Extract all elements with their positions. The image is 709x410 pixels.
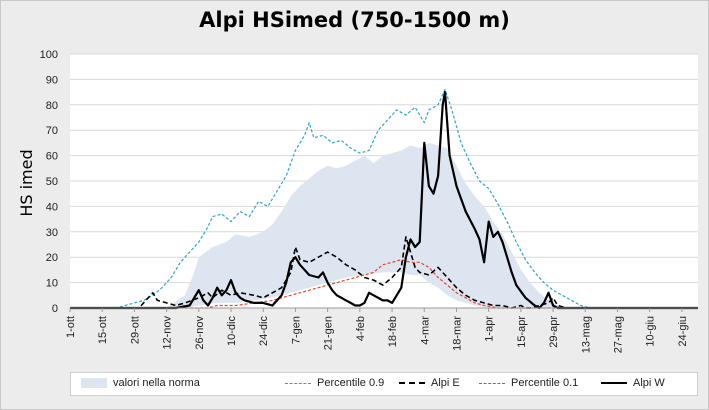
x-tick-label: 27-mag (613, 316, 625, 353)
legend-label-alpi-w: Alpi W (633, 377, 665, 389)
x-tick-label: 29-apr (548, 316, 560, 348)
y-tick-label: 10 (46, 278, 58, 290)
band-norm-range (70, 142, 698, 308)
y-tick-label: 80 (46, 100, 58, 112)
x-tick-label: 4-feb (355, 316, 367, 341)
y-axis-label: HS imed (17, 149, 36, 216)
legend-label-p90: Percentile 0.9 (317, 377, 385, 389)
y-tick-label: 30 (46, 227, 58, 239)
legend-item-p90: Percentile 0.9 (285, 377, 384, 389)
x-tick-label: 15-apr (516, 316, 528, 348)
legend-swatch-band (81, 378, 107, 388)
legend-label-alpi-e: Alpi E (431, 377, 460, 389)
series-line-1 (70, 236, 698, 309)
legend-swatch-alpi-w (601, 382, 627, 384)
legend-swatch-p10 (479, 382, 505, 384)
legend-swatch-p90 (285, 382, 311, 384)
x-tick-label: 29-ott (129, 316, 141, 344)
y-tick-label: 0 (52, 303, 58, 315)
x-tick-label: 1-apr (484, 316, 496, 342)
x-tick-label: 18-mar (452, 316, 464, 351)
series-line-3 (70, 90, 698, 310)
x-tick-label: 12-nov (162, 316, 174, 350)
y-tick-label: 90 (46, 74, 58, 86)
legend-label-p10: Percentile 0.1 (511, 377, 579, 389)
x-tick-label: 26-nov (194, 316, 206, 350)
legend-label-band: valori nella norma (113, 377, 200, 389)
x-tick-label: 24-dic (258, 316, 270, 346)
chart-title: Alpi HSimed (750-1500 m) (199, 8, 510, 32)
legend: valori nella norma Percentile 0.9 Alpi E… (70, 372, 698, 396)
x-tick-label: 10-dic (226, 316, 238, 346)
x-tick-label: 1-ott (65, 316, 77, 338)
y-tick-label: 50 (46, 176, 58, 188)
legend-item-alpi-w: Alpi W (601, 377, 665, 389)
legend-item-p10: Percentile 0.1 (479, 377, 578, 389)
legend-item-band: valori nella norma (81, 377, 200, 389)
y-tick-label: 60 (46, 151, 58, 163)
y-tick-label: 40 (46, 201, 58, 213)
x-tick-label: 24-giu (677, 316, 689, 347)
x-tick-label: 21-gen (323, 316, 335, 350)
x-tick-label: 7-gen (290, 316, 302, 344)
y-tick-label: 70 (46, 125, 58, 137)
x-tick-label: 18-feb (387, 316, 399, 347)
x-tick-label: 15-ott (97, 316, 109, 344)
legend-swatch-alpi-e (399, 382, 425, 384)
y-tick-label: 100 (40, 49, 58, 61)
x-tick-label: 4-mar (419, 316, 431, 345)
x-tick-label: 13-mag (580, 316, 592, 353)
series-line-0 (70, 88, 698, 309)
legend-item-alpi-e: Alpi E (399, 377, 460, 389)
y-tick-label: 20 (46, 252, 58, 264)
x-tick-label: 10-giu (645, 316, 657, 347)
